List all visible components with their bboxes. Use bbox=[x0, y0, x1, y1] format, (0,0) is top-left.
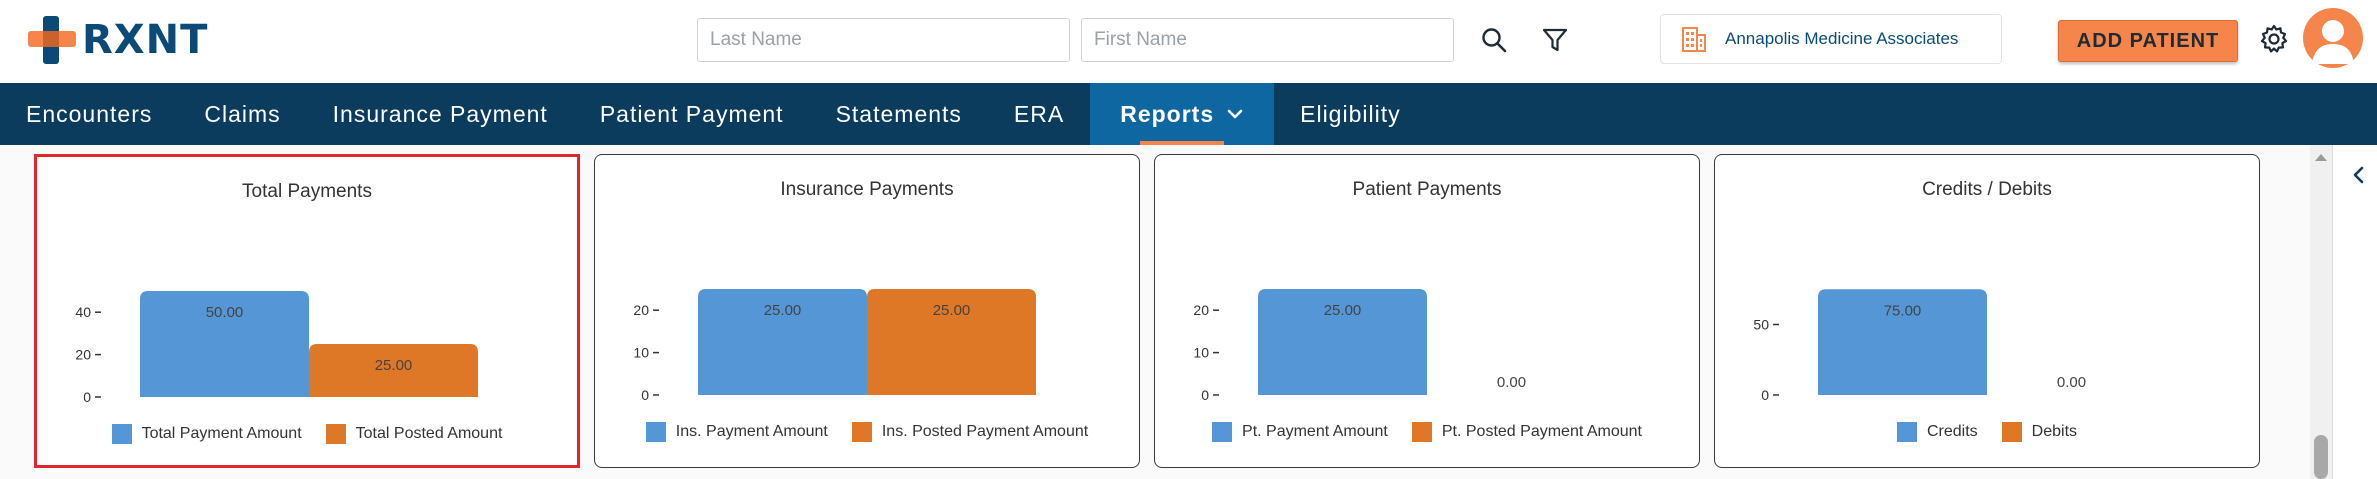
legend-item[interactable]: Total Posted Amount bbox=[325, 424, 502, 444]
bar-data-label: 25.00 bbox=[1324, 302, 1362, 319]
y-tick-label: 0 bbox=[83, 389, 91, 405]
add-patient-button[interactable]: ADD PATIENT bbox=[2058, 20, 2238, 62]
chart-plot-credits-debits: 0 50 75.00 0.00 bbox=[1753, 289, 2086, 403]
bar-data-label: 25.00 bbox=[764, 302, 802, 319]
building-icon bbox=[1682, 27, 1706, 52]
bar-data-label: 0.00 bbox=[1497, 374, 1526, 391]
chart-card-credits-debits[interactable]: Credits / Debits 0 50 75.00 0.00 Credits De… bbox=[1714, 154, 2260, 468]
chart-title: Total Payments bbox=[242, 181, 372, 202]
vertical-scrollbar[interactable] bbox=[2310, 145, 2332, 479]
bar-ins-posted-payment-amount[interactable] bbox=[867, 289, 1036, 395]
nav-eligibility[interactable]: Eligibility bbox=[1300, 100, 1401, 127]
chart-legend: Ins. Payment Amount Ins. Posted Payment … bbox=[595, 422, 1139, 442]
user-icon bbox=[2312, 20, 2354, 64]
legend-swatch bbox=[1212, 422, 1233, 442]
scroll-up-arrow-icon bbox=[2315, 154, 2327, 161]
chart-card-insurance-payments[interactable]: Insurance Payments 0 10 20 25.00 25.00 Ins. … bbox=[594, 154, 1140, 468]
bar-ins-payment-amount[interactable] bbox=[698, 289, 867, 395]
filter-icon bbox=[1542, 28, 1568, 52]
legend-swatch bbox=[645, 422, 666, 442]
chart-card-total-payments[interactable]: Total Payments 0 20 40 50.00 25.00 Total Pay… bbox=[34, 154, 580, 468]
collapsed-side-panel bbox=[2332, 145, 2377, 479]
filter-button[interactable] bbox=[1537, 22, 1573, 58]
practice-selector[interactable]: Annapolis Medicine Associates bbox=[1660, 14, 2002, 64]
nav-era[interactable]: ERA bbox=[1013, 100, 1065, 127]
chart-plot-total-payments: 0 20 40 50.00 25.00 bbox=[75, 291, 478, 405]
y-tick-label: 0 bbox=[641, 387, 649, 403]
chart-title: Insurance Payments bbox=[780, 179, 954, 200]
chevron-down-icon bbox=[1227, 109, 1243, 119]
y-tick-label: 20 bbox=[1193, 302, 1209, 318]
bar-total-payment-amount[interactable] bbox=[140, 291, 309, 397]
chevron-left-icon[interactable] bbox=[2349, 165, 2369, 185]
search-button[interactable] bbox=[1476, 22, 1512, 58]
legend-item[interactable]: Ins. Payment Amount bbox=[645, 422, 828, 442]
y-tick-label: 20 bbox=[75, 347, 91, 363]
legend-swatch bbox=[851, 422, 872, 442]
main-nav: Encounters Claims Insurance Payment Pati… bbox=[0, 83, 2377, 145]
top-header: RXNT Annapolis Medicine Associates ADD P… bbox=[0, 0, 2377, 83]
legend-swatch bbox=[111, 424, 132, 444]
logo-text: RXNT bbox=[82, 17, 209, 63]
y-tick-label: 0 bbox=[1761, 387, 1769, 403]
settings-button[interactable] bbox=[2256, 21, 2292, 57]
y-tick-label: 40 bbox=[75, 304, 91, 320]
bar-data-label: 25.00 bbox=[933, 302, 971, 319]
search-icon bbox=[1482, 28, 1507, 53]
legend-swatch bbox=[325, 424, 346, 444]
legend-swatch bbox=[1896, 422, 1917, 442]
bar-data-label: 50.00 bbox=[206, 304, 244, 321]
chart-plot-patient-payments: 0 10 20 25.00 0.00 bbox=[1193, 289, 1526, 403]
chart-plot-insurance-payments: 0 10 20 25.00 25.00 bbox=[633, 289, 1036, 403]
legend-item[interactable]: Ins. Posted Payment Amount bbox=[851, 422, 1088, 442]
legend-item[interactable]: Pt. Posted Payment Amount bbox=[1411, 422, 1642, 442]
bar-credits[interactable] bbox=[1818, 289, 1987, 395]
legend-swatch bbox=[1411, 422, 1432, 442]
chart-legend: Pt. Payment Amount Pt. Posted Payment Am… bbox=[1155, 422, 1699, 442]
rxnt-logo[interactable]: RXNT bbox=[26, 14, 208, 66]
bar-pt-payment-amount[interactable] bbox=[1258, 289, 1427, 395]
legend-item[interactable]: Total Payment Amount bbox=[111, 424, 302, 444]
reports-dashboard: Total Payments 0 20 40 50.00 25.00 Total Pay… bbox=[0, 145, 2310, 479]
nav-encounters[interactable]: Encounters bbox=[26, 100, 153, 127]
medical-cross-icon bbox=[28, 16, 76, 64]
scroll-thumb[interactable] bbox=[2314, 435, 2328, 479]
y-tick-label: 10 bbox=[1193, 345, 1209, 361]
nav-patient-payment[interactable]: Patient Payment bbox=[599, 100, 784, 127]
legend-item[interactable]: Pt. Payment Amount bbox=[1212, 422, 1388, 442]
y-tick-label: 50 bbox=[1753, 317, 1769, 333]
legend-item[interactable]: Debits bbox=[2001, 422, 2077, 442]
bar-data-label: 25.00 bbox=[375, 357, 413, 374]
user-avatar[interactable] bbox=[2303, 8, 2363, 68]
last-name-input[interactable] bbox=[697, 18, 1070, 62]
chart-title: Patient Payments bbox=[1352, 179, 1502, 200]
y-tick-label: 0 bbox=[1201, 387, 1209, 403]
nav-insurance-payment[interactable]: Insurance Payment bbox=[332, 100, 548, 127]
legend-item[interactable]: Credits bbox=[1896, 422, 1978, 442]
nav-reports[interactable]: Reports bbox=[1090, 83, 1275, 145]
first-name-input[interactable] bbox=[1081, 18, 1454, 62]
chart-legend: Total Payment Amount Total Posted Amount bbox=[37, 424, 577, 444]
legend-swatch bbox=[2001, 422, 2022, 442]
bar-data-label: 0.00 bbox=[2057, 374, 2086, 391]
y-tick-label: 10 bbox=[633, 345, 649, 361]
practice-name: Annapolis Medicine Associates bbox=[1725, 29, 1959, 48]
nav-claims[interactable]: Claims bbox=[204, 100, 281, 127]
bar-data-label: 75.00 bbox=[1884, 302, 1922, 319]
nav-statements[interactable]: Statements bbox=[835, 100, 962, 127]
chart-legend: Credits Debits bbox=[1715, 422, 2259, 442]
chart-card-patient-payments[interactable]: Patient Payments 0 10 20 25.00 0.00 Pt. Paym… bbox=[1154, 154, 1700, 468]
y-tick-label: 20 bbox=[633, 302, 649, 318]
bar-total-posted-amount[interactable] bbox=[309, 344, 478, 397]
gear-icon bbox=[2260, 24, 2288, 53]
chart-title: Credits / Debits bbox=[1922, 179, 2052, 200]
